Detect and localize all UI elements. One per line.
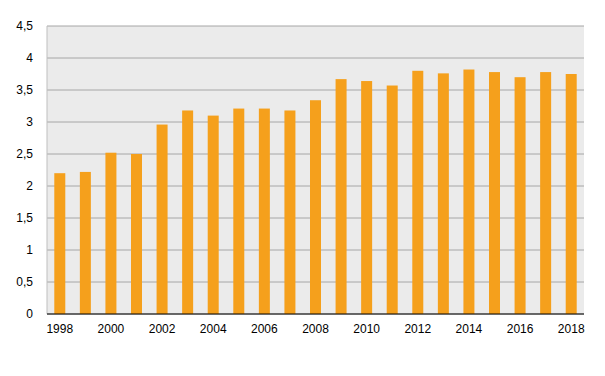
chart: 0 0,5 1 1,5 2 2,5 3 3,5 4 4,5 1998 2000 2002 2004 2006… xyxy=(0,0,605,376)
x-axis-line xyxy=(47,314,584,315)
x-tick-label: 2014 xyxy=(456,322,483,336)
x-tick-label: 2006 xyxy=(251,322,278,336)
bar xyxy=(233,109,244,314)
y-tick-label: 0,5 xyxy=(16,275,33,289)
bar xyxy=(80,172,91,314)
y-tick-label: 2,5 xyxy=(16,147,33,161)
bar xyxy=(284,110,295,314)
bar xyxy=(259,109,270,314)
plot-background xyxy=(47,26,584,314)
grid-line xyxy=(47,26,584,27)
x-tick-label: 1998 xyxy=(46,322,73,336)
y-tick-label: 1,5 xyxy=(16,211,33,225)
bars xyxy=(54,70,576,314)
bar xyxy=(489,72,500,314)
x-tick-label: 2016 xyxy=(507,322,534,336)
bar xyxy=(208,116,219,314)
bar xyxy=(157,125,168,314)
y-tick-label: 3,5 xyxy=(16,83,33,97)
x-tick-label: 2000 xyxy=(98,322,125,336)
grid-line xyxy=(47,90,584,91)
x-tick-label: 2008 xyxy=(302,322,329,336)
x-tick-label: 2002 xyxy=(149,322,176,336)
y-tick-label: 4 xyxy=(26,51,33,65)
y-tick-label: 4,5 xyxy=(16,19,33,33)
y-tick-label: 3 xyxy=(26,115,33,129)
bar xyxy=(463,70,474,314)
y-tick-label: 0 xyxy=(26,307,33,321)
bar xyxy=(361,81,372,314)
bar xyxy=(182,110,193,314)
bar xyxy=(336,79,347,314)
bar xyxy=(105,153,116,314)
x-tick-label: 2012 xyxy=(404,322,431,336)
bar xyxy=(515,77,526,314)
grid-line xyxy=(47,58,584,59)
y-tick-label: 2 xyxy=(26,179,33,193)
bar xyxy=(131,154,142,314)
bar xyxy=(566,74,577,314)
bar xyxy=(54,173,65,314)
bar xyxy=(310,100,321,314)
bar xyxy=(412,71,423,314)
y-axis-line xyxy=(47,26,48,314)
x-tick-label: 2010 xyxy=(353,322,380,336)
grid-line xyxy=(47,314,584,315)
bar xyxy=(540,72,551,314)
bar xyxy=(387,86,398,314)
bar xyxy=(438,73,449,314)
y-tick-label: 1 xyxy=(26,243,33,257)
x-tick-label: 2018 xyxy=(558,322,585,336)
x-tick-label: 2004 xyxy=(200,322,227,336)
